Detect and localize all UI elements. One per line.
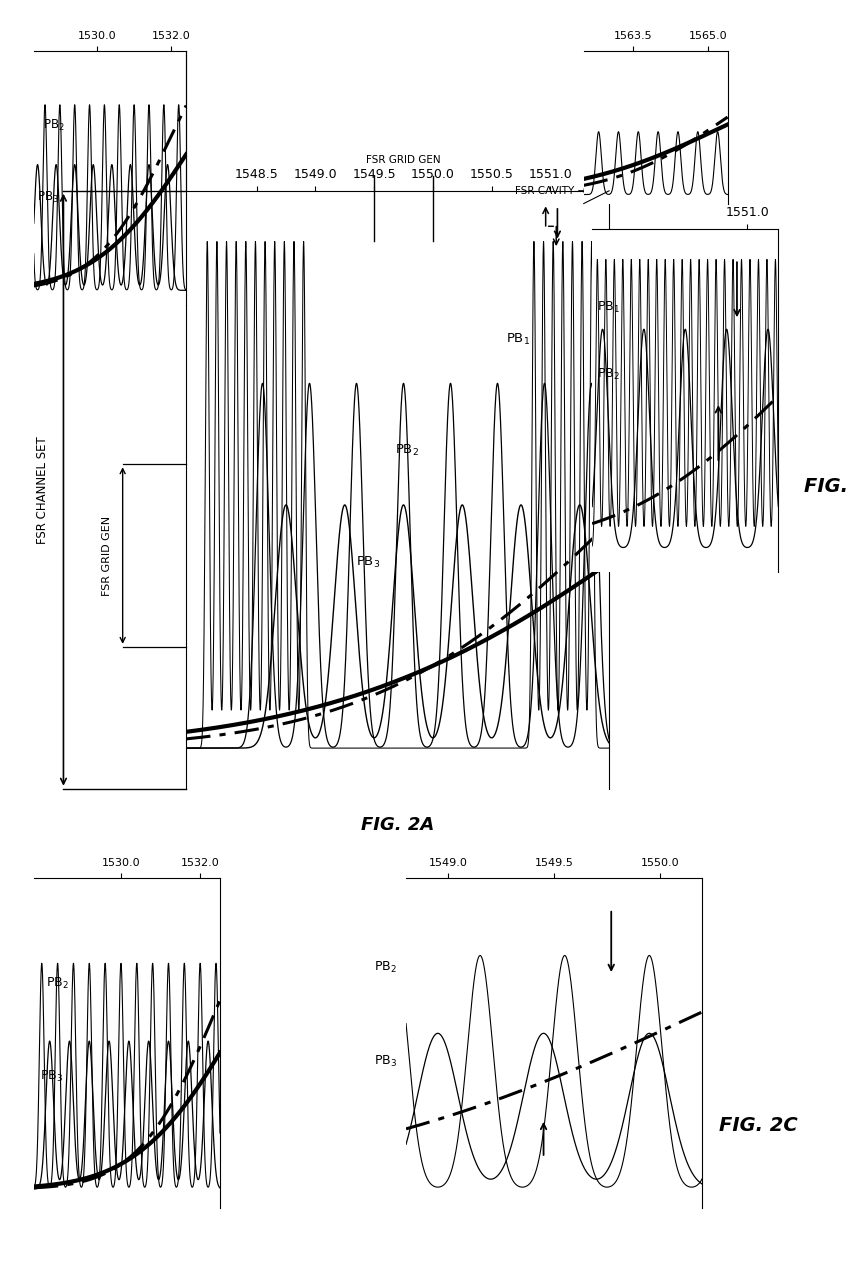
Text: FSR GRID GEN: FSR GRID GEN <box>366 155 441 165</box>
Text: PB$_2$: PB$_2$ <box>395 443 420 458</box>
Text: FSR CHANNEL SET: FSR CHANNEL SET <box>36 436 49 543</box>
Text: PB$_3$: PB$_3$ <box>37 190 58 205</box>
Text: PB$_3$: PB$_3$ <box>40 1068 63 1084</box>
Text: PB$_2$: PB$_2$ <box>375 960 398 976</box>
Text: FSR GRID GEN: FSR GRID GEN <box>102 515 113 595</box>
Text: FSR CAVITY →: FSR CAVITY → <box>515 186 586 196</box>
Text: PB$_3$: PB$_3$ <box>375 1053 398 1068</box>
Text: FIG. 2A: FIG. 2A <box>361 815 434 833</box>
Text: PB$_2$: PB$_2$ <box>43 118 65 132</box>
Text: PB$_1$: PB$_1$ <box>597 300 620 315</box>
Text: PB$_3$: PB$_3$ <box>356 555 381 570</box>
Text: PB$_1$: PB$_1$ <box>506 332 530 347</box>
Text: PB$_2$: PB$_2$ <box>597 366 620 382</box>
Text: FIG. 2B: FIG. 2B <box>804 477 846 496</box>
Text: FIG. 2C: FIG. 2C <box>719 1117 798 1135</box>
Text: PB$_2$: PB$_2$ <box>46 976 69 991</box>
